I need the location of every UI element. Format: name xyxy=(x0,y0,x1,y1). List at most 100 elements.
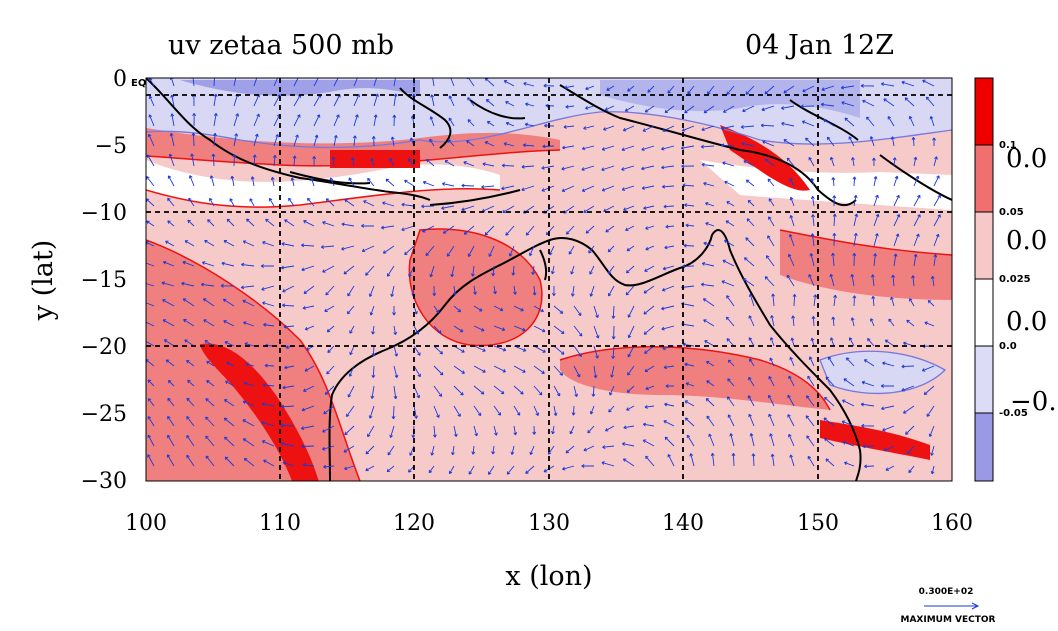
wind-vector xyxy=(205,398,215,407)
wind-vector xyxy=(391,405,396,420)
x-tick-label: 120 xyxy=(393,511,435,536)
wind-vector xyxy=(282,385,295,390)
wind-vector xyxy=(344,465,355,471)
wind-vector xyxy=(281,442,295,447)
wind-vector xyxy=(223,399,235,407)
wind-vector xyxy=(607,285,615,297)
wind-vector xyxy=(565,225,575,235)
colorbar-label-large: 0.0 xyxy=(1006,144,1047,174)
wind-vector xyxy=(851,157,855,167)
wind-vector xyxy=(368,405,375,419)
y-axis: 0 EQ −5 −10 −15 −20 −25 −30 y (lat) xyxy=(28,67,146,494)
wind-vector xyxy=(581,464,594,468)
wind-vector xyxy=(724,239,735,247)
wind-vector xyxy=(453,345,465,353)
x-tick-label: 100 xyxy=(125,511,167,536)
wind-vector xyxy=(206,380,215,387)
wind-vector xyxy=(401,202,415,207)
wind-vector xyxy=(684,203,695,208)
wind-vector xyxy=(541,185,555,192)
wind-vector xyxy=(222,298,235,307)
wind-vector xyxy=(432,425,437,438)
wind-vector xyxy=(607,245,615,253)
wind-vector xyxy=(325,285,335,296)
wind-vector xyxy=(393,93,398,107)
colorbar-label: 0.05 xyxy=(999,207,1024,218)
wind-vector xyxy=(747,395,755,407)
wind-vector xyxy=(408,465,415,473)
wind-vector xyxy=(893,253,898,267)
wind-vector xyxy=(493,305,504,312)
wind-vector xyxy=(626,385,635,393)
wind-vector xyxy=(209,175,215,187)
wind-vector xyxy=(870,274,875,287)
positive-vorticity-region xyxy=(146,440,210,481)
wind-vector xyxy=(788,375,795,387)
wind-vector xyxy=(581,185,595,192)
wind-vector xyxy=(848,136,855,147)
wind-vector xyxy=(510,445,515,455)
wind-vector xyxy=(428,465,435,474)
wind-vector xyxy=(369,305,375,316)
wind-vector xyxy=(486,120,495,127)
wind-vector xyxy=(842,399,855,407)
wind-vector xyxy=(447,139,455,147)
wind-vector xyxy=(281,242,295,247)
colorbar-swatch xyxy=(975,346,993,413)
wind-vector xyxy=(213,93,218,107)
wind-vector xyxy=(892,157,897,167)
wind-vector xyxy=(225,380,235,387)
wind-vector xyxy=(808,356,815,367)
wind-vector xyxy=(885,465,895,471)
wind-vector xyxy=(821,85,835,92)
wind-vector xyxy=(192,113,197,127)
wind-vector xyxy=(324,385,335,395)
wind-vector xyxy=(768,198,775,207)
colorbar-swatch xyxy=(975,78,993,145)
wind-vector xyxy=(743,160,755,167)
wind-vector xyxy=(908,115,915,127)
wind-vector xyxy=(901,385,915,392)
wind-vector xyxy=(705,222,715,227)
wind-vector xyxy=(146,283,155,287)
wind-vector xyxy=(644,365,655,373)
wind-vector xyxy=(532,285,537,296)
wind-vector xyxy=(929,116,935,127)
wind-vector xyxy=(605,425,615,432)
wind-vector xyxy=(722,161,735,167)
wind-vector xyxy=(226,361,235,367)
wind-vector xyxy=(743,257,755,267)
wind-vector xyxy=(513,365,526,373)
wind-vector xyxy=(350,157,355,167)
wind-vector xyxy=(841,420,855,427)
wind-vector xyxy=(706,360,715,367)
wind-vector xyxy=(760,123,775,128)
positive-vorticity-region xyxy=(780,230,952,300)
wind-vector xyxy=(182,260,195,267)
wind-vector xyxy=(601,165,615,172)
wind-vector xyxy=(593,365,598,379)
wind-vector xyxy=(787,394,795,407)
wind-vector xyxy=(390,285,395,297)
wind-vector xyxy=(861,423,875,428)
wind-vector xyxy=(627,325,635,339)
wind-vector xyxy=(361,245,375,253)
map-valid-time: 04 Jan 12Z xyxy=(745,30,894,61)
wind-vector xyxy=(525,465,535,474)
wind-vector xyxy=(170,113,175,127)
wind-vector xyxy=(930,445,935,456)
wind-vector xyxy=(301,243,315,248)
wind-vector xyxy=(205,416,215,427)
wind-vector xyxy=(913,253,918,267)
wind-vector xyxy=(893,175,899,187)
wind-vector xyxy=(842,441,855,447)
wind-vector xyxy=(667,454,675,467)
wind-vector xyxy=(780,105,795,110)
wind-vector xyxy=(184,240,195,247)
wind-vector xyxy=(213,113,218,127)
wind-vector xyxy=(791,315,796,327)
wind-vector xyxy=(280,265,295,270)
wind-vector xyxy=(389,425,395,438)
wind-vector xyxy=(703,105,715,114)
wind-vector xyxy=(301,444,315,449)
